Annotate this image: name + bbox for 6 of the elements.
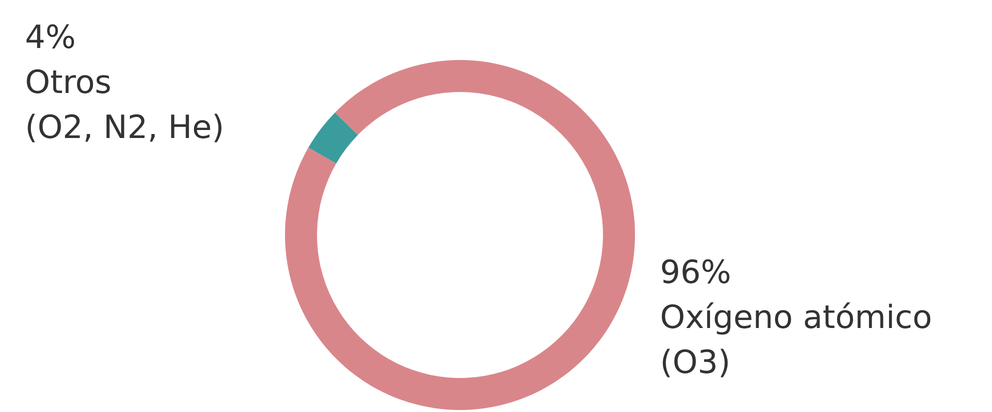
- data-label: 96%: [660, 252, 732, 293]
- donut-slice: [308, 112, 358, 164]
- slice-label: Otros (O2, N2, He): [25, 62, 224, 148]
- slice-label: Oxígeno atómico (O3): [660, 297, 932, 383]
- donut-slice: [285, 60, 635, 410]
- data-label: 4%: [25, 17, 77, 58]
